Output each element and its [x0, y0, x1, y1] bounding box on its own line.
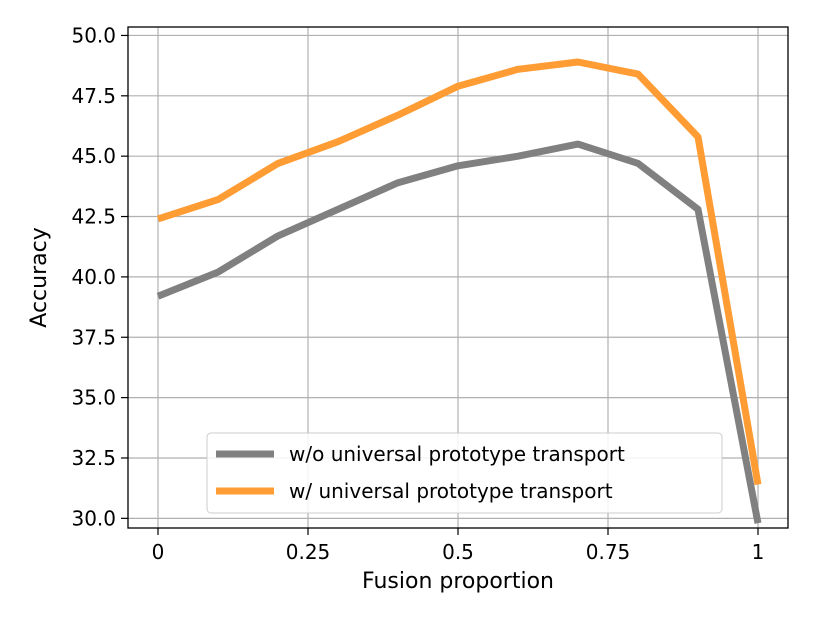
x-axis-title: Fusion proportion	[362, 569, 554, 594]
legend: w/o universal prototype transport w/ uni…	[206, 432, 723, 514]
y-tick-label: 37.5	[71, 325, 116, 349]
x-tick-label: 0.25	[286, 540, 331, 564]
legend-label-without-transport: w/o universal prototype transport	[289, 442, 625, 466]
y-tick-label: 47.5	[71, 84, 116, 108]
y-tick-label: 50.0	[71, 23, 116, 47]
y-tick-label: 45.0	[71, 144, 116, 168]
x-tick-label: 0.75	[586, 540, 631, 564]
x-tick-label: 0.5	[442, 540, 474, 564]
y-axis-title: Accuracy	[27, 227, 52, 327]
x-tick-label: 0	[152, 540, 165, 564]
series-line-without-transport	[156, 140, 762, 524]
series-lines	[156, 58, 762, 524]
y-tick-label: 40.0	[71, 265, 116, 289]
x-axis: 0 0.25 0.5 0.75 1	[152, 528, 765, 564]
series-line-with-transport	[156, 58, 762, 486]
y-axis: 30.0 32.5 35.0 37.5 40.0 42.5 45.0 47.5 50.0	[71, 23, 128, 530]
legend-box	[206, 432, 723, 514]
grid-lines	[128, 27, 788, 528]
y-tick-label: 32.5	[71, 446, 116, 470]
y-tick-label: 30.0	[71, 506, 116, 530]
x-tick-label: 1	[752, 540, 765, 564]
y-tick-label: 42.5	[71, 205, 116, 229]
legend-label-with-transport: w/ universal prototype transport	[289, 479, 613, 503]
y-tick-label: 35.0	[71, 386, 116, 410]
